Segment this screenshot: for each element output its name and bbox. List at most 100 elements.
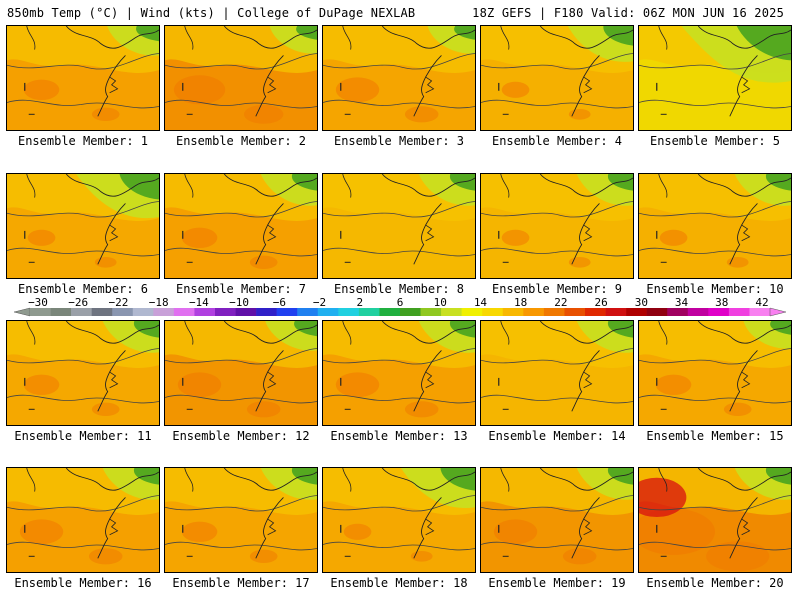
ensemble-panel bbox=[638, 25, 792, 131]
colorbar-swatch bbox=[564, 308, 586, 316]
colorbar-tick-label: −6 bbox=[273, 296, 286, 309]
ensemble-panel bbox=[322, 320, 476, 426]
ensemble-panel bbox=[164, 320, 318, 426]
colorbar-tick-label: −2 bbox=[313, 296, 326, 309]
ensemble-panel bbox=[6, 320, 160, 426]
colorbar-swatch bbox=[256, 308, 277, 316]
ensemble-panel bbox=[322, 173, 476, 279]
colorbar-tick-label: 2 bbox=[356, 296, 363, 309]
colorbar-tick-label: 42 bbox=[755, 296, 768, 309]
colorbar-swatch bbox=[194, 308, 216, 316]
temperature-map bbox=[481, 174, 633, 278]
temperature-map bbox=[165, 321, 317, 425]
colorbar-swatch bbox=[482, 308, 504, 316]
colorbar-swatch bbox=[358, 308, 380, 316]
ensemble-panel bbox=[164, 173, 318, 279]
ensemble-member-caption: Ensemble Member: 18 bbox=[330, 576, 468, 590]
temperature-map bbox=[7, 26, 159, 130]
ensemble-panel bbox=[480, 320, 634, 426]
colorbar-tick-label: 14 bbox=[474, 296, 488, 309]
colorbar-tick-label: −10 bbox=[229, 296, 249, 309]
colorbar-swatch bbox=[543, 308, 565, 316]
ensemble-member-caption: Ensemble Member: 14 bbox=[488, 429, 626, 443]
ensemble-member-caption: Ensemble Member: 4 bbox=[491, 134, 623, 148]
colorbar-swatch bbox=[708, 308, 730, 316]
ensemble-member-caption: Ensemble Member: 12 bbox=[172, 429, 310, 443]
temperature-map bbox=[7, 174, 159, 278]
temperature-map bbox=[639, 26, 791, 130]
colorbar-swatch bbox=[379, 308, 401, 316]
colorbar-swatch bbox=[30, 308, 51, 316]
ensemble-panel bbox=[6, 173, 160, 279]
colorbar-swatch bbox=[728, 308, 750, 316]
temperature-map bbox=[323, 174, 475, 278]
colorbar-swatch bbox=[605, 308, 627, 316]
colorbar-swatch bbox=[50, 308, 72, 316]
temperature-map bbox=[639, 321, 791, 425]
temperature-map bbox=[481, 26, 633, 130]
colorbar-swatch bbox=[91, 308, 113, 316]
ensemble-member-caption: Ensemble Member: 2 bbox=[175, 134, 307, 148]
colorbar-tick-label: 26 bbox=[594, 296, 607, 309]
colorbar-tick-label: 6 bbox=[397, 296, 404, 309]
ensemble-panel bbox=[638, 173, 792, 279]
ensemble-member-caption: Ensemble Member: 20 bbox=[646, 576, 784, 590]
ensemble-member-caption: Ensemble Member: 11 bbox=[14, 429, 152, 443]
colorbar-tick-label: 22 bbox=[554, 296, 567, 309]
temperature-map bbox=[7, 321, 159, 425]
temperature-map bbox=[639, 174, 791, 278]
colorbar-tick-label: −22 bbox=[109, 296, 129, 309]
colorbar-tick-label: −26 bbox=[68, 296, 88, 309]
colorbar-swatch bbox=[667, 308, 689, 316]
map-title: 850mb Temp (°C) | Wind (kts) | College o… bbox=[7, 6, 416, 20]
ensemble-panel bbox=[322, 467, 476, 573]
colorbar-swatch bbox=[420, 308, 442, 316]
colorbar-swatch bbox=[400, 308, 421, 316]
colorbar-tick-label: 34 bbox=[675, 296, 689, 309]
colorbar-swatch bbox=[235, 308, 257, 316]
ensemble-member-caption: Ensemble Member: 8 bbox=[333, 282, 465, 296]
ensemble-member-caption: Ensemble Member: 1 bbox=[17, 134, 149, 148]
colorbar-tick-label: 38 bbox=[715, 296, 728, 309]
colorbar-swatch bbox=[215, 308, 236, 316]
ensemble-panel bbox=[164, 467, 318, 573]
colorbar-tick-label: 18 bbox=[514, 296, 527, 309]
ensemble-panel bbox=[164, 25, 318, 131]
ensemble-panel bbox=[6, 467, 160, 573]
ensemble-member-caption: Ensemble Member: 19 bbox=[488, 576, 626, 590]
temperature-map bbox=[639, 468, 791, 572]
ensemble-panel bbox=[480, 173, 634, 279]
ensemble-panel bbox=[480, 467, 634, 573]
temperature-map bbox=[323, 321, 475, 425]
temperature-map bbox=[323, 26, 475, 130]
colorbar-swatch bbox=[276, 308, 298, 316]
colorbar-swatch bbox=[749, 308, 771, 316]
colorbar-swatch bbox=[461, 308, 483, 316]
colorbar-tick-label: 30 bbox=[635, 296, 648, 309]
temperature-map bbox=[7, 468, 159, 572]
colorbar-swatch bbox=[153, 308, 175, 316]
ensemble-panel bbox=[6, 25, 160, 131]
colorbar-swatch bbox=[173, 308, 195, 316]
colorbar-tick-label: −18 bbox=[149, 296, 169, 309]
ensemble-panel bbox=[638, 320, 792, 426]
ensemble-member-caption: Ensemble Member: 10 bbox=[646, 282, 784, 296]
ensemble-panel bbox=[638, 467, 792, 573]
colorbar-swatch bbox=[132, 308, 154, 316]
colorbar-swatch bbox=[441, 308, 462, 316]
colorbar-swatch bbox=[646, 308, 668, 316]
ensemble-member-caption: Ensemble Member: 3 bbox=[333, 134, 465, 148]
colorbar-high-arrow bbox=[769, 307, 787, 317]
ensemble-member-caption: Ensemble Member: 15 bbox=[646, 429, 784, 443]
temperature-map bbox=[165, 26, 317, 130]
colorbar-swatch bbox=[626, 308, 647, 316]
ensemble-member-caption: Ensemble Member: 17 bbox=[172, 576, 310, 590]
model-run-info: 18Z GEFS | F180 Valid: 06Z MON JUN 16 20… bbox=[472, 6, 784, 20]
colorbar-swatch bbox=[317, 308, 339, 316]
ensemble-panel bbox=[322, 25, 476, 131]
colorbar-tick-label: −30 bbox=[28, 296, 48, 309]
colorbar-swatch bbox=[297, 308, 319, 316]
colorbar-tick-label: 10 bbox=[434, 296, 447, 309]
colorbar-swatch bbox=[112, 308, 134, 316]
ensemble-panel bbox=[480, 25, 634, 131]
